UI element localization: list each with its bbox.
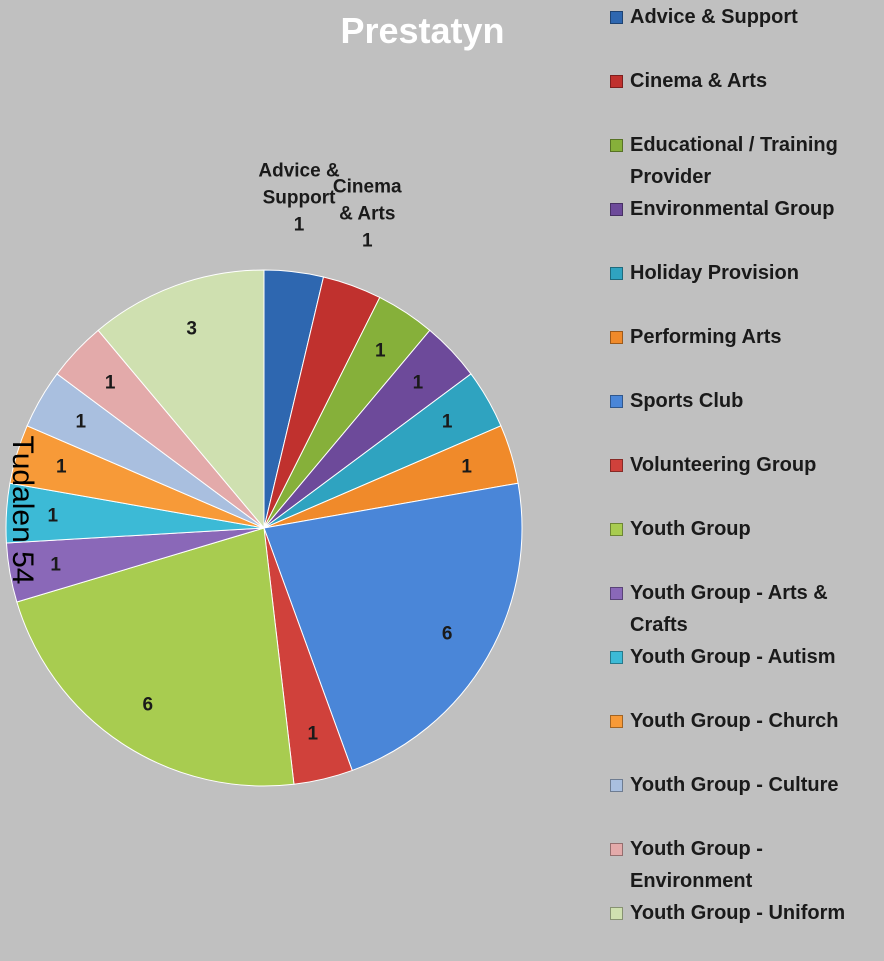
legend-entry: Performing Arts (610, 321, 880, 385)
legend-entry: Advice & Support (610, 1, 880, 65)
legend-label: Sports Club (630, 390, 744, 412)
legend-swatch (610, 11, 623, 24)
legend-label: Advice & Support (630, 6, 798, 28)
legend-entry: Youth Group - Autism (610, 641, 880, 705)
legend-entry: Volunteering Group (610, 449, 880, 513)
pie-slice (263, 482, 523, 772)
pie-slice (16, 527, 295, 787)
data-label-value: 1 (441, 411, 453, 433)
legend-label: Holiday Provision (630, 262, 799, 284)
legend-swatch (610, 75, 623, 88)
legend-swatch (610, 587, 623, 600)
data-label: 1 (417, 454, 517, 481)
legend-entry: Youth Group (610, 513, 880, 577)
data-label: Advice & Support 1 (249, 158, 349, 239)
legend-entry: Youth Group - Church (610, 705, 880, 769)
chart (5, 269, 523, 787)
legend-label: Volunteering Group (630, 454, 817, 476)
legend-label: Youth Group - Autism (630, 646, 836, 668)
legend-swatch (610, 651, 623, 664)
data-label: 1 (11, 454, 111, 481)
data-label-value: 1 (293, 214, 305, 236)
legend-label: Youth Group - Uniform (630, 902, 846, 924)
data-label-category: Advice & Support (258, 160, 340, 209)
chart-title: Prestatyn (340, 10, 505, 51)
legend-entry: Environmental Group (610, 193, 880, 257)
legend-label: Youth Group - Arts & Crafts (630, 582, 828, 636)
legend-label: Youth Group (630, 518, 751, 540)
legend-label: Youth Group - Church (630, 710, 839, 732)
data-label-category: Cinema & Arts (332, 176, 402, 225)
data-label-value: 1 (50, 554, 61, 576)
data-label: 1 (31, 409, 131, 436)
data-label-value: 3 (186, 318, 197, 340)
legend-swatch (610, 715, 623, 728)
data-label: 6 (397, 620, 497, 647)
legend-swatch (610, 395, 623, 408)
legend-label: Performing Arts (630, 326, 782, 348)
legend-swatch (610, 267, 623, 280)
data-label: 1 (3, 502, 103, 529)
data-label-value: 1 (374, 340, 386, 362)
legend-entry: Youth Group - Uniform (610, 897, 880, 961)
legend-label: Educational / Training Provider (630, 134, 838, 188)
data-label-value: 1 (104, 372, 116, 394)
legend-entry: Holiday Provision (610, 257, 880, 321)
legend-swatch (610, 139, 623, 152)
legend-entry: Youth Group - Environment (610, 833, 880, 897)
legend-entry: Educational / Training Provider (610, 129, 880, 193)
data-label-value: 1 (56, 456, 67, 478)
legend-entry: Sports Club (610, 385, 880, 449)
data-label: 3 (142, 316, 242, 343)
data-label: 1 (397, 409, 497, 436)
legend-swatch (610, 843, 623, 856)
data-label: 1 (330, 338, 430, 365)
data-label: 1 (263, 720, 363, 747)
data-label-value: 6 (142, 694, 154, 716)
legend-swatch (610, 779, 623, 792)
page: {"chart_data": {"type": "pie", "title": … (3, 6, 846, 924)
legend-entry: Youth Group - Arts & Crafts (610, 577, 880, 641)
data-label-value: 1 (412, 372, 424, 394)
legend-entry: Youth Group - Culture (610, 769, 880, 833)
data-label-value: 6 (441, 623, 453, 645)
data-label: 1 (368, 369, 468, 396)
data-label-value: 1 (461, 456, 472, 478)
legend-entry: Cinema & Arts (610, 65, 880, 129)
legend-swatch (610, 907, 623, 920)
data-label: 1 (60, 369, 160, 396)
data-label-value: 1 (361, 230, 373, 252)
data-label-value: 1 (307, 723, 319, 745)
data-label: 6 (98, 691, 198, 718)
legend-label: Youth Group - Environment (630, 838, 763, 892)
legend-label: Cinema & Arts (630, 70, 768, 92)
legend: Advice & Support Cinema & Arts Educational… (610, 1, 880, 961)
pie-slice (97, 269, 265, 530)
legend-swatch (610, 523, 623, 536)
data-label-value: 1 (75, 411, 87, 433)
legend-swatch (610, 459, 623, 472)
legend-label: Environmental Group (630, 198, 835, 220)
legend-swatch (610, 203, 623, 216)
data-label: Cinema & Arts 1 (327, 174, 407, 255)
legend-label: Youth Group - Culture (630, 774, 839, 796)
legend-swatch (610, 331, 623, 344)
data-label: 1 (6, 551, 106, 578)
data-label-value: 1 (47, 505, 59, 527)
